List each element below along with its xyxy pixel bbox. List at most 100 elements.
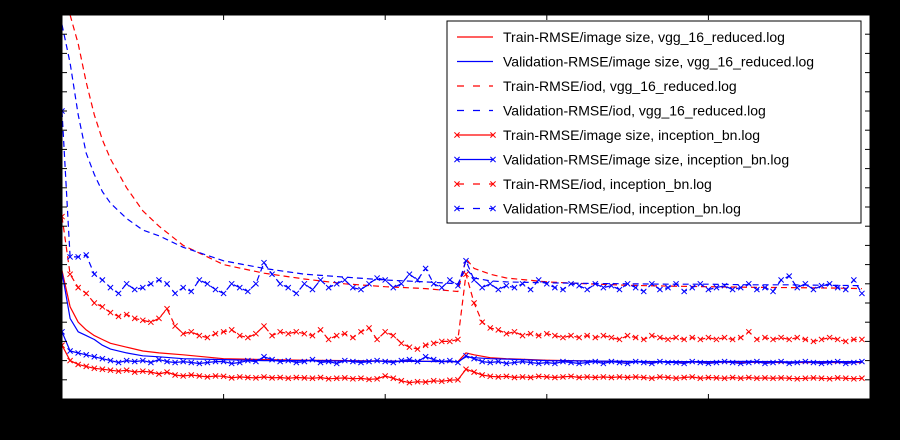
legend-label-6: Validation-RMSE/image size, inception_bn… [503,152,789,168]
series-5-point-25 [261,373,267,380]
series-7-point-93 [810,338,817,345]
series-5-point-20 [220,373,227,380]
series-7-point-73 [648,332,655,339]
series-5-point-64 [576,374,583,381]
series-6-point-72 [640,359,647,366]
series-8-point-38 [366,280,372,287]
series-8-point-69 [616,286,623,293]
series-5-point-90 [786,375,793,382]
series-7-point-80 [705,334,712,341]
ticks-layer: 0.00 0.01 0.02 0.03 0.04 0.05 0.06 0.07 0.08 0.09… [37,15,879,417]
series-6-point-33 [325,358,332,365]
y-tick-label-0: 0.00 [37,394,58,406]
series-8-point-39 [374,275,381,281]
series-7-point-67 [600,332,607,339]
series-5-point-39 [374,375,381,382]
series-5-point-43 [406,379,413,386]
series-7-point-32 [317,326,324,333]
series-5-point-77 [681,374,688,381]
series-7-point-70 [624,332,631,339]
series-5-point-4 [91,365,98,372]
series-8-point-1 [67,253,74,260]
series-7-point-58 [527,330,534,337]
series-5-point-18 [204,373,211,380]
series-8-point-76 [673,280,680,287]
series-6-point-63 [568,359,574,366]
series-7-point-81 [713,336,720,343]
series-7-point-86 [753,336,760,343]
series-7-point-98 [850,336,857,343]
series-6-point-76 [673,359,680,366]
series-8-point-49 [454,282,461,289]
series-6-point-58 [527,359,534,366]
series-7-point-36 [349,334,356,341]
series-7-point-62 [560,334,566,341]
series-6-point-16 [188,359,195,366]
series-7-point-65 [584,332,591,339]
series-8-point-57 [519,280,526,287]
series-5-point-36 [349,375,356,382]
series-6-point-91 [794,359,801,366]
series-8-point-93 [810,286,817,293]
series-8-point-26 [269,271,276,278]
legend-label-1: Train-RMSE/image size, vgg_16_reduced.lo… [503,29,785,45]
y-tick-label-19: 0.19 [37,29,58,41]
series-5-point-40 [382,373,389,379]
series-6-point-64 [576,360,583,367]
series-5-point-12 [156,371,162,377]
series-7-point-64 [576,334,583,341]
series-7-point-10 [139,317,146,324]
series-8-point-10 [139,284,146,291]
series-7 [62,213,865,353]
series-7-point-13 [164,305,170,312]
series-7-point-96 [834,336,841,343]
series-7-point-55 [503,330,510,337]
series-7-point-31 [309,332,316,339]
series-6-point-73 [648,360,655,367]
series-8-point-60 [543,280,550,287]
series-7-point-0 [62,213,65,220]
series-5-point-91 [794,375,801,382]
series-7-point-56 [511,328,518,335]
series-6-point-98 [850,359,857,366]
series-8-point-78 [689,284,696,291]
series-8-point-12 [156,277,162,283]
series-6-point-1 [67,348,74,354]
series-8-point-41 [390,284,397,291]
series-5-point-9 [131,369,138,376]
series-7-point-23 [244,334,251,341]
y-tick-label-15: 0.15 [37,106,58,118]
series-5 [62,342,865,386]
series-5-point-37 [358,375,364,382]
series-8-point-24 [252,280,259,287]
y-tick-label-10: 0.10 [37,202,58,214]
series-6-point-36 [349,358,356,365]
series-8-point-0 [62,108,65,114]
series-8-point-30 [301,280,308,287]
series-7-point-78 [689,334,696,341]
series-7-point-84 [737,334,744,341]
series-5-point-50 [463,366,469,373]
series-6-point-75 [665,359,671,366]
x-tick-label-2: 40 [379,405,391,417]
series-6-point-6 [107,357,114,364]
y-tick-label-17: 0.17 [37,68,58,80]
series-8-point-43 [406,271,413,278]
series-6-point-70 [624,360,631,367]
series-5-point-63 [568,373,574,380]
series-8-point-35 [341,277,348,283]
series-7-point-76 [673,334,680,341]
legend-marker-left-5 [454,132,460,138]
series-8-point-15 [180,284,187,291]
series-5-point-35 [341,374,348,381]
series-7-point-40 [382,328,389,335]
series-7-point-14 [172,323,179,329]
series-6-point-79 [697,359,704,366]
series-7-point-5 [99,303,106,310]
y-tick-label-3: 0.03 [37,336,58,348]
series-4 [62,24,862,287]
series-7-point-82 [721,334,728,341]
series-7-point-90 [786,336,793,343]
series-7-point-97 [842,338,849,345]
series-8-point-87 [762,284,768,291]
